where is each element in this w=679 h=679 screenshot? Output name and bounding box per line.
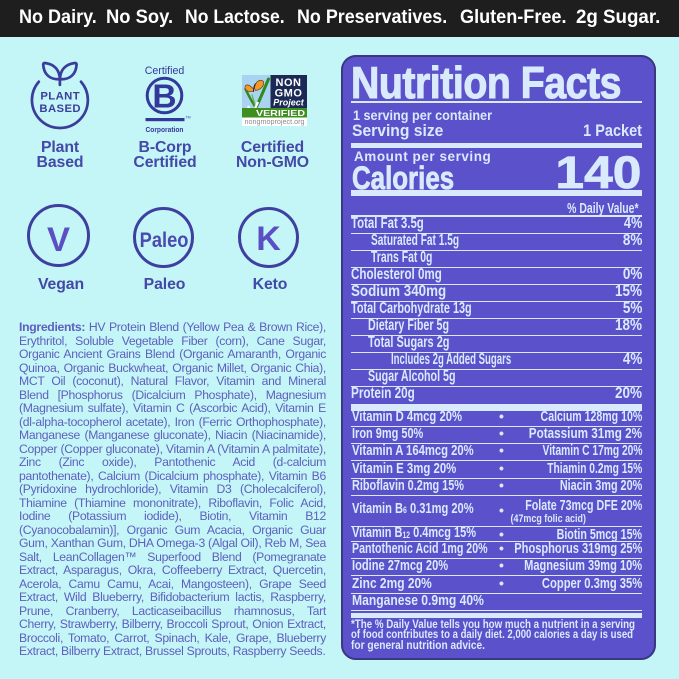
svg-text:Certified: Certified [145,65,185,77]
svg-text:TM: TM [186,116,191,120]
svg-text:Corporation: Corporation [146,125,184,134]
svg-text:NON: NON [276,77,302,89]
svg-text:B: B [152,79,176,116]
svg-text:GMO: GMO [275,88,303,100]
svg-text:nongmoproject.org: nongmoproject.org [245,117,305,126]
svg-text:VERIFIED: VERIFIED [256,108,305,118]
svg-text:BASED: BASED [39,103,81,115]
svg-text:PLANT: PLANT [40,91,80,103]
svg-text:Project: Project [273,98,305,108]
